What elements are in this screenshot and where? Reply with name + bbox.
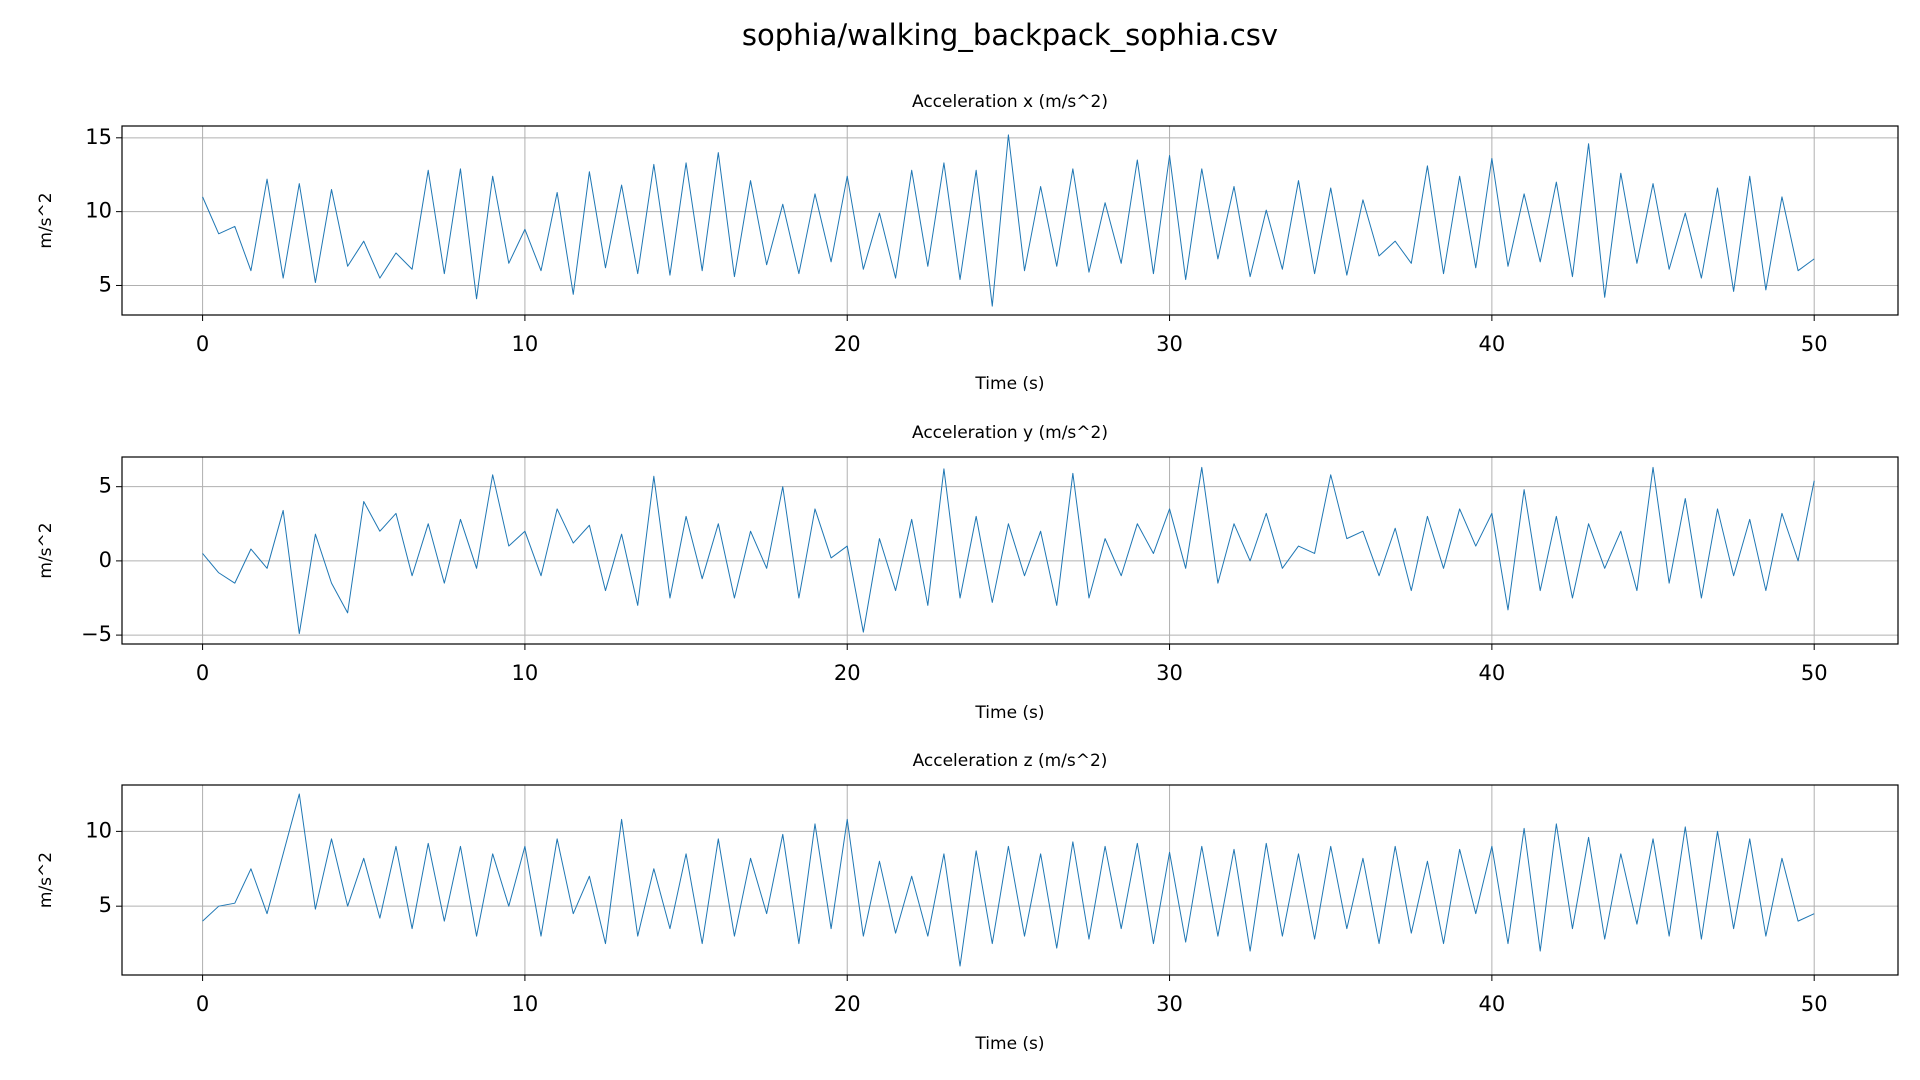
x-tick-label: 10 (512, 992, 539, 1016)
y-tick-label: 5 (99, 272, 112, 296)
data-line (202, 134, 1815, 307)
x-tick-label: 40 (1479, 661, 1506, 685)
x-tick-label: 50 (1801, 661, 1828, 685)
x-tick-label: 10 (512, 661, 539, 685)
subplot-title: Acceleration z (m/s^2) (913, 751, 1108, 771)
x-axis-label: Time (s) (974, 703, 1044, 723)
x-tick-label: 50 (1801, 332, 1828, 356)
x-tick-label: 20 (834, 661, 861, 685)
axes-frame (121, 125, 1899, 316)
y-tick-label: 10 (85, 199, 112, 223)
data-line (202, 793, 1815, 967)
y-tick-label: 5 (99, 893, 112, 917)
y-tick-label: 5 (99, 474, 112, 498)
y-axis-label: m/s^2 (36, 192, 56, 248)
x-axis-label: Time (s) (974, 1034, 1044, 1054)
y-tick-label: 10 (85, 818, 112, 842)
subplot-title: Acceleration y (m/s^2) (912, 423, 1108, 443)
x-tick-label: 30 (1156, 992, 1183, 1016)
x-tick-label: 40 (1479, 992, 1506, 1016)
x-tick-label: 0 (196, 332, 209, 356)
y-axis-label: m/s^2 (36, 852, 56, 908)
y-tick-label: 0 (99, 548, 112, 572)
data-line (202, 466, 1815, 635)
x-tick-label: 0 (196, 992, 209, 1016)
y-tick-label: 15 (85, 125, 112, 149)
figure-title: sophia/walking_backpack_sophia.csv (742, 18, 1278, 52)
x-tick-label: 0 (196, 661, 209, 685)
subplot-title: Acceleration x (m/s^2) (912, 92, 1108, 112)
x-tick-label: 30 (1156, 661, 1183, 685)
axes-frame (121, 784, 1899, 976)
x-tick-label: 50 (1801, 992, 1828, 1016)
x-tick-label: 20 (834, 992, 861, 1016)
x-tick-label: 20 (834, 332, 861, 356)
x-axis-label: Time (s) (974, 374, 1044, 394)
axes-frame (121, 456, 1899, 645)
y-tick-label: −5 (81, 622, 112, 646)
x-tick-label: 30 (1156, 332, 1183, 356)
x-tick-label: 40 (1479, 332, 1506, 356)
x-tick-label: 10 (512, 332, 539, 356)
y-axis-label: m/s^2 (36, 522, 56, 578)
